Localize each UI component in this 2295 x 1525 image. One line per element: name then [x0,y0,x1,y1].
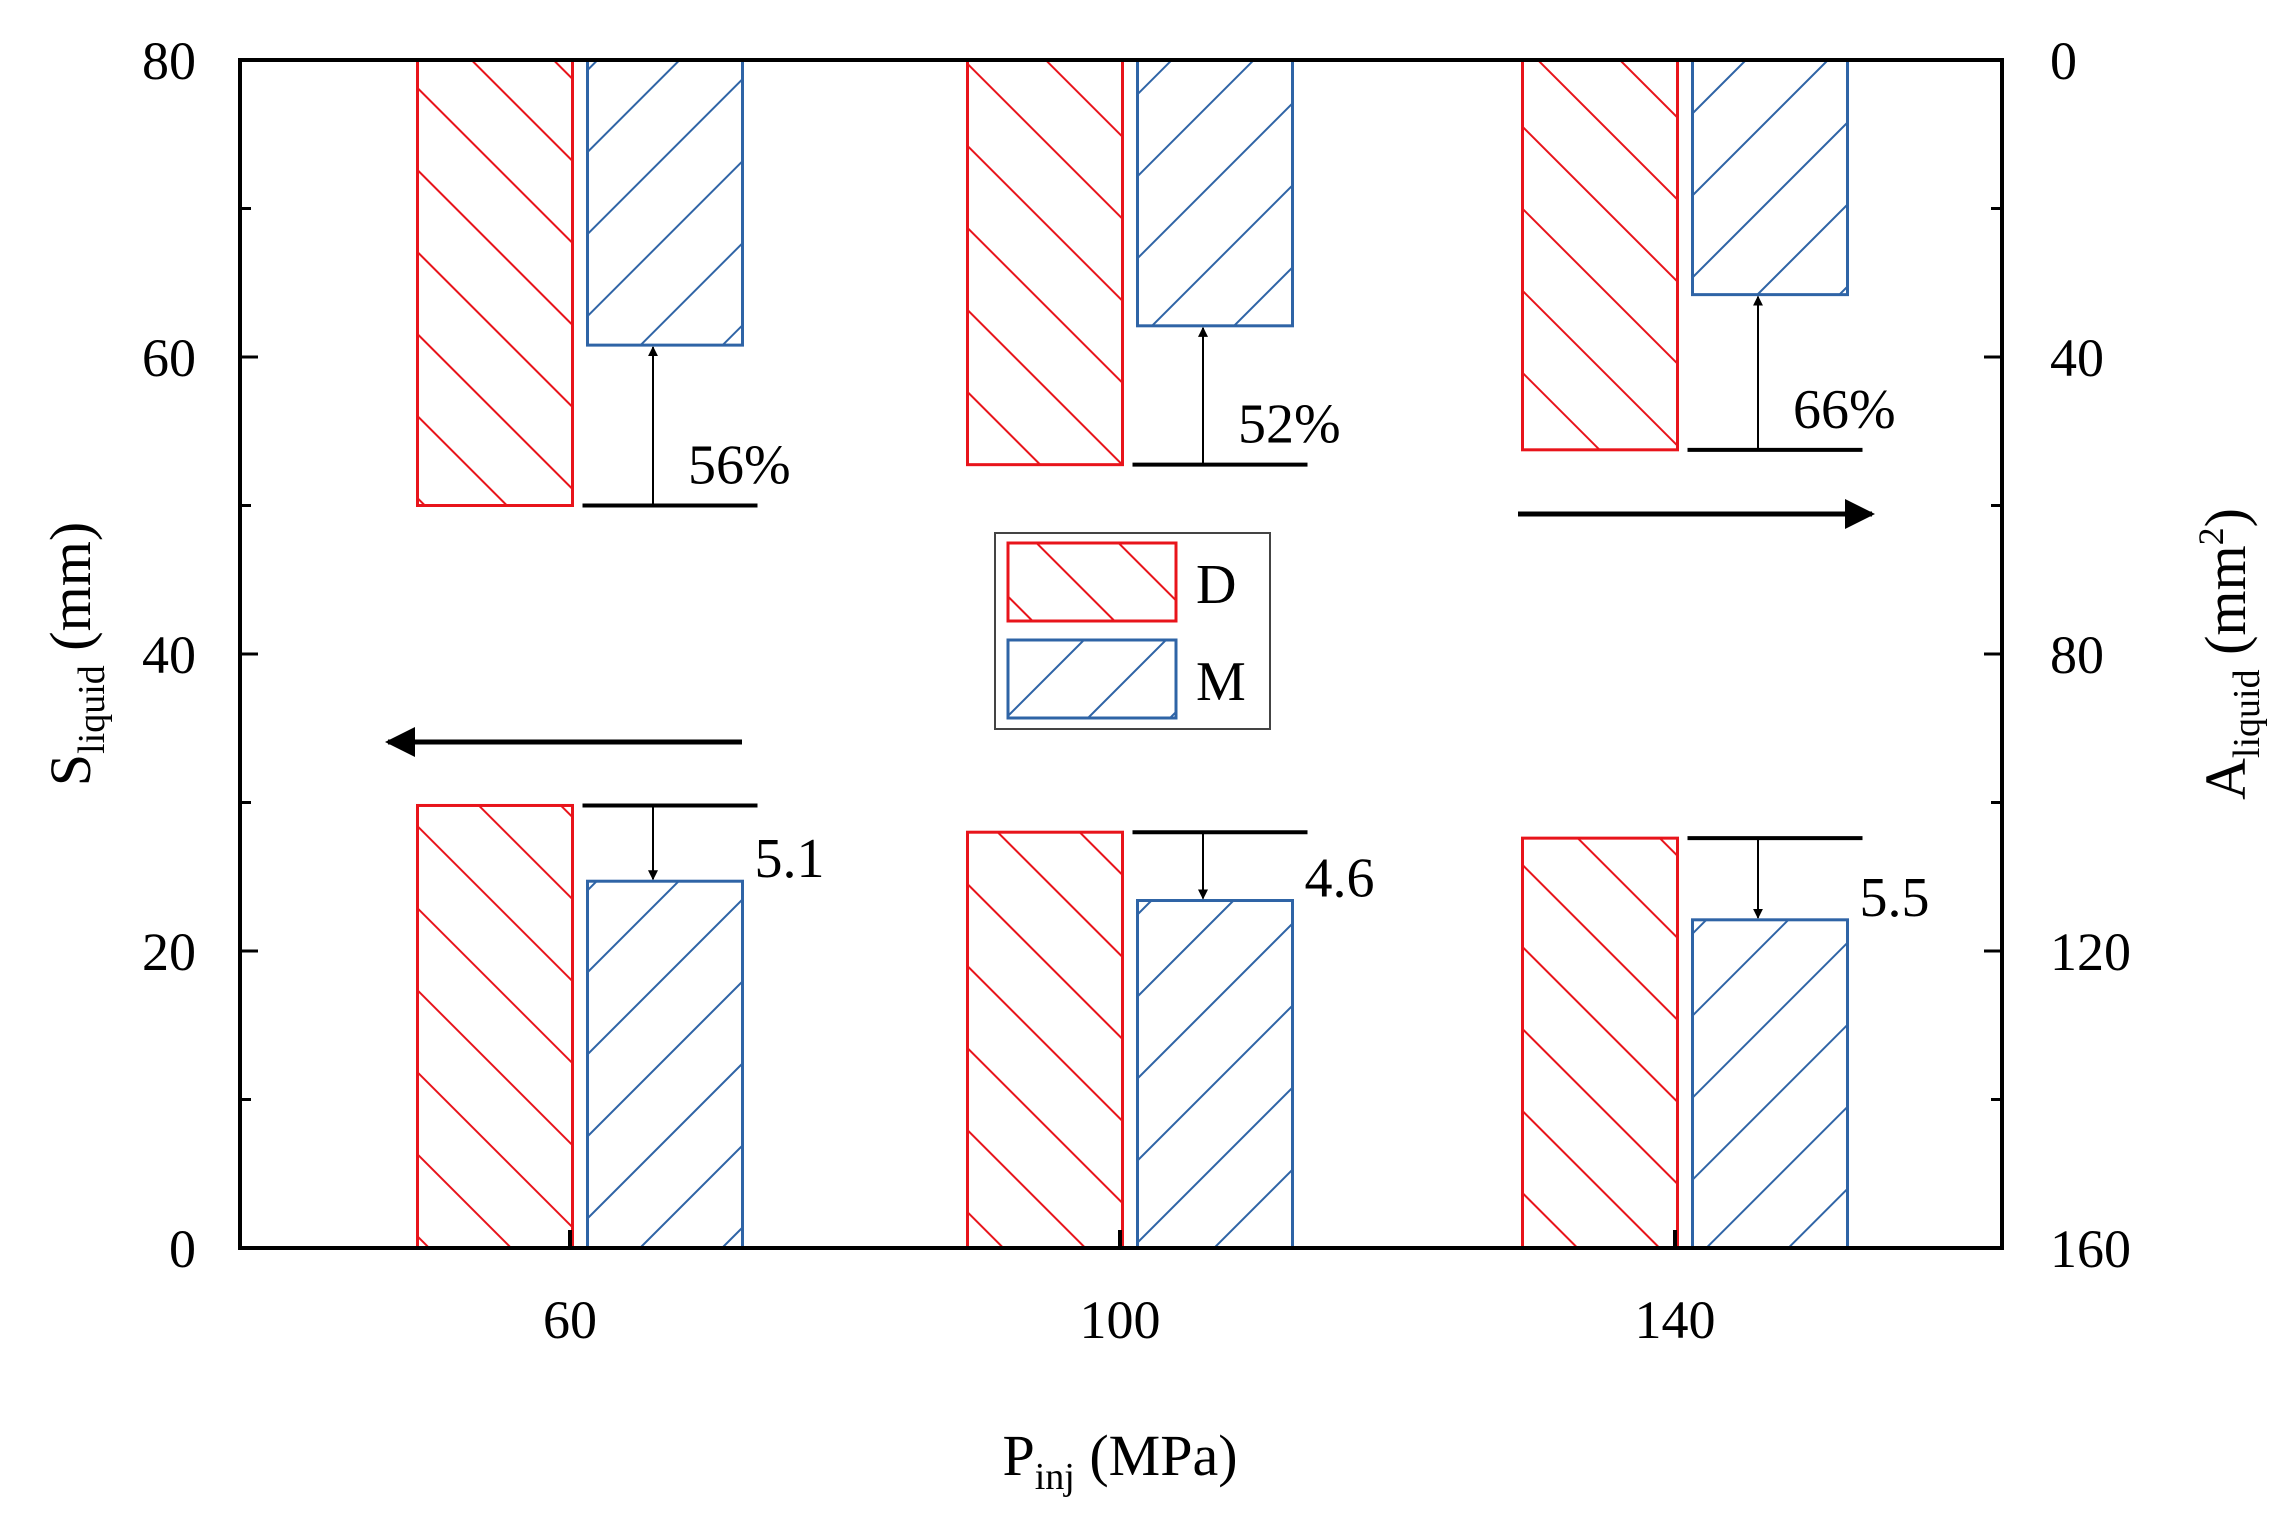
category-label-100: 100 [1080,1290,1161,1350]
upper-diff-label-140: 66% [1793,379,1896,441]
left-axis-title-main: S [38,754,103,786]
bar-lower-m-60 [586,879,744,1250]
upper-diff-label-100: 52% [1238,394,1341,456]
left-axis-title-sub: liquid [71,665,113,754]
x-axis-title-main: P [1002,1423,1034,1488]
ticks-group [240,58,2002,1250]
left-axis-title: Sliquid (mm) [38,522,113,786]
right-tick-label-160: 160 [2050,1219,2131,1279]
legend-label-m: M [1196,651,1246,713]
x-axis-title-unit: (MPa) [1075,1423,1238,1488]
right-tick-label-80: 80 [2050,625,2104,685]
left-tick-label-40: 40 [142,625,196,685]
bar-upper-d-100 [966,58,1124,467]
legend-label-d: D [1196,554,1236,616]
legend-swatch-d [1006,541,1178,623]
x-axis-title-sub: inj [1035,1456,1075,1498]
right-axis-title-sup: 2 [2191,527,2231,545]
right-tick-label-40: 40 [2050,328,2104,388]
right-tick-label-0: 0 [2050,31,2077,91]
x-axis-title: Pinj (MPa) [1002,1423,1237,1498]
bar-upper-m-60 [586,58,744,347]
bar-lower-d-140 [1521,836,1679,1250]
annotations-group: 5.1 56% 4.6 52% 5.5 66% [582,295,1930,929]
lower-diff-label-140: 5.5 [1860,867,1930,929]
left-tick-label-80: 80 [142,31,196,91]
right-axis-title-unit-suffix: ) [2193,508,2258,527]
lower-diff-label-60: 5.1 [755,828,825,890]
left-tick-label-20: 20 [142,922,196,982]
bar-lower-m-100 [1136,899,1294,1250]
right-axis-title: Aliquid (mm2) [2191,508,2268,800]
lower-diff-label-100: 4.6 [1305,848,1375,910]
bar-lower-m-140 [1691,918,1849,1250]
legend: D M [994,532,1271,730]
left-tick-label-60: 60 [142,328,196,388]
right-axis-title-unit-prefix: (mm [2193,545,2258,669]
bar-upper-m-100 [1136,58,1294,328]
upper-diff-label-60: 56% [688,435,791,497]
right-axis-title-sub: liquid [2226,669,2268,758]
bar-lower-d-60 [416,803,574,1250]
upper-bars-group [416,58,1849,507]
category-label-60: 60 [543,1290,597,1350]
left-axis-title-unit: (mm) [38,522,103,665]
lower-bars-group [416,803,1849,1250]
legend-swatch-m [1006,638,1178,720]
category-label-140: 140 [1635,1290,1716,1350]
bar-lower-d-100 [966,830,1124,1250]
bar-upper-d-60 [416,58,574,507]
bar-upper-d-140 [1521,58,1679,452]
bar-upper-m-140 [1691,58,1849,297]
right-axis-title-main: A [2193,758,2258,800]
right-tick-label-120: 120 [2050,922,2131,982]
left-tick-label-0: 0 [169,1219,196,1279]
